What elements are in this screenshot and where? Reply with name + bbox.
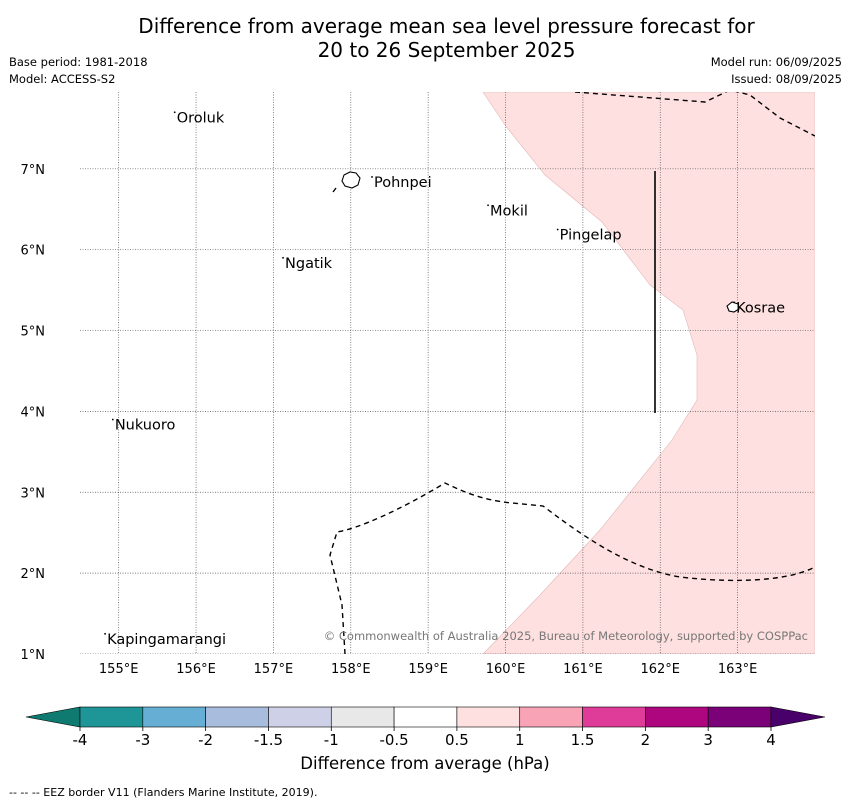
- place-label: Kosrae: [736, 300, 785, 316]
- lon-tick-label: 158°E: [331, 662, 371, 677]
- lon-tick-label: 155°E: [99, 662, 139, 677]
- place-marker: [111, 418, 114, 421]
- colorbar-bin: [79, 706, 144, 728]
- lon-tick-label: 157°E: [254, 662, 294, 677]
- colorbar-bin: [205, 706, 269, 728]
- lat-tick-label: 6°N: [21, 244, 46, 259]
- colorbar-extend-high: [770, 706, 826, 728]
- lat-tick-label: 5°N: [21, 325, 46, 340]
- place-label: Oroluk: [177, 110, 225, 126]
- colorbar-bin: [582, 706, 646, 728]
- colorbar-bin: [707, 706, 772, 728]
- place-label: Pingelap: [560, 228, 622, 244]
- colorbar-tick-label: 2: [641, 731, 651, 749]
- place-labels: Oroluk Pohnpei Mokil Pingelap Ngatik Kosrae Nu…: [104, 110, 785, 648]
- colorbar-tick-label: 1.5: [571, 731, 595, 749]
- colorbar-tick-label: 0.5: [445, 731, 469, 749]
- pohnpei-island: [341, 171, 361, 189]
- colorbar-bin: [645, 706, 709, 728]
- colorbar-bin: [456, 706, 521, 728]
- eez-border-south: [329, 482, 815, 654]
- eez-borders: [329, 92, 815, 654]
- place-label: Mokil: [490, 203, 528, 219]
- colorbar-tick-label: -1.5: [254, 731, 283, 749]
- colorbar-bin: [393, 706, 458, 728]
- title-line-2: 20 to 26 September 2025: [317, 38, 576, 62]
- base-period: Base period: 1981-2018: [9, 55, 148, 69]
- axis-labels: 155°E 156°E 157°E 158°E 159°E 160°E 161°E 162°E…: [21, 163, 758, 677]
- lat-tick-label: 3°N: [21, 486, 46, 501]
- colorbar-bin: [268, 706, 332, 728]
- pressure-anomaly-area: [482, 92, 815, 654]
- model-name: Model: ACCESS-S2: [9, 72, 116, 86]
- place-marker: [487, 204, 489, 207]
- place-label: Ngatik: [285, 256, 333, 272]
- lat-tick-label: 4°N: [21, 405, 46, 420]
- map-area: Oroluk Pohnpei Mokil Pingelap Ngatik Kosrae Nu…: [80, 92, 815, 654]
- lon-tick-label: 156°E: [176, 662, 216, 677]
- meta-left: Base period: 1981-2018 Model: ACCESS-S2: [9, 54, 148, 88]
- eez-border-pohnpei: [332, 187, 337, 193]
- meta-right: Model run: 06/09/2025 Issued: 08/09/2025: [711, 54, 842, 88]
- lon-tick-label: 159°E: [408, 662, 448, 677]
- place-marker: [282, 256, 284, 259]
- colorbar-tick-label: 1: [515, 731, 525, 749]
- place-label: Kapingamarangi: [107, 632, 226, 648]
- colorbar-tick-label: -2: [198, 731, 213, 749]
- eez-border-north: [574, 92, 815, 137]
- place-marker: [733, 301, 735, 304]
- colorbar-extend-low: [25, 706, 81, 728]
- colorbar-tick-label: 3: [703, 731, 713, 749]
- colorbar-tick-label: 4: [766, 731, 776, 749]
- colorbar-tick-label: -1: [324, 731, 339, 749]
- place-marker: [371, 176, 373, 178]
- graticule: [80, 92, 815, 654]
- colorbar-tick-label: -0.5: [379, 731, 408, 749]
- model-run: Model run: 06/09/2025: [710, 55, 842, 69]
- colorbar-bin: [142, 706, 206, 728]
- title-line-1: Difference from average mean sea level p…: [138, 14, 755, 38]
- eez-footnote: -- -- -- EEZ border V11 (Flanders Marine…: [9, 786, 318, 799]
- issued-date: Issued: 08/09/2025: [731, 72, 842, 86]
- colorbar-tick-label: -4: [73, 731, 88, 749]
- place-label: Nukuoro: [115, 418, 176, 434]
- lat-tick-label: 2°N: [21, 567, 46, 582]
- lon-tick-label: 161°E: [563, 662, 603, 677]
- colorbar-tick-label: -3: [135, 731, 150, 749]
- map-title: Difference from average mean sea level p…: [0, 14, 850, 62]
- place-marker: [104, 632, 106, 635]
- kosrae-island: [726, 301, 740, 313]
- colorbar-bin: [519, 706, 583, 728]
- place-marker: [173, 111, 176, 114]
- lon-tick-label: 160°E: [486, 662, 526, 677]
- lat-tick-label: 7°N: [21, 163, 46, 178]
- place-label: Pohnpei: [374, 175, 432, 191]
- lat-tick-label: 1°N: [21, 648, 46, 663]
- lon-tick-label: 163°E: [718, 662, 758, 677]
- colorbar-bin: [330, 706, 395, 728]
- place-marker: [556, 228, 559, 231]
- colorbar-title: Difference from average (hPa): [300, 754, 550, 773]
- lon-tick-label: 162°E: [640, 662, 680, 677]
- copyright-text: © Commonwealth of Australia 2025, Bureau…: [324, 629, 808, 643]
